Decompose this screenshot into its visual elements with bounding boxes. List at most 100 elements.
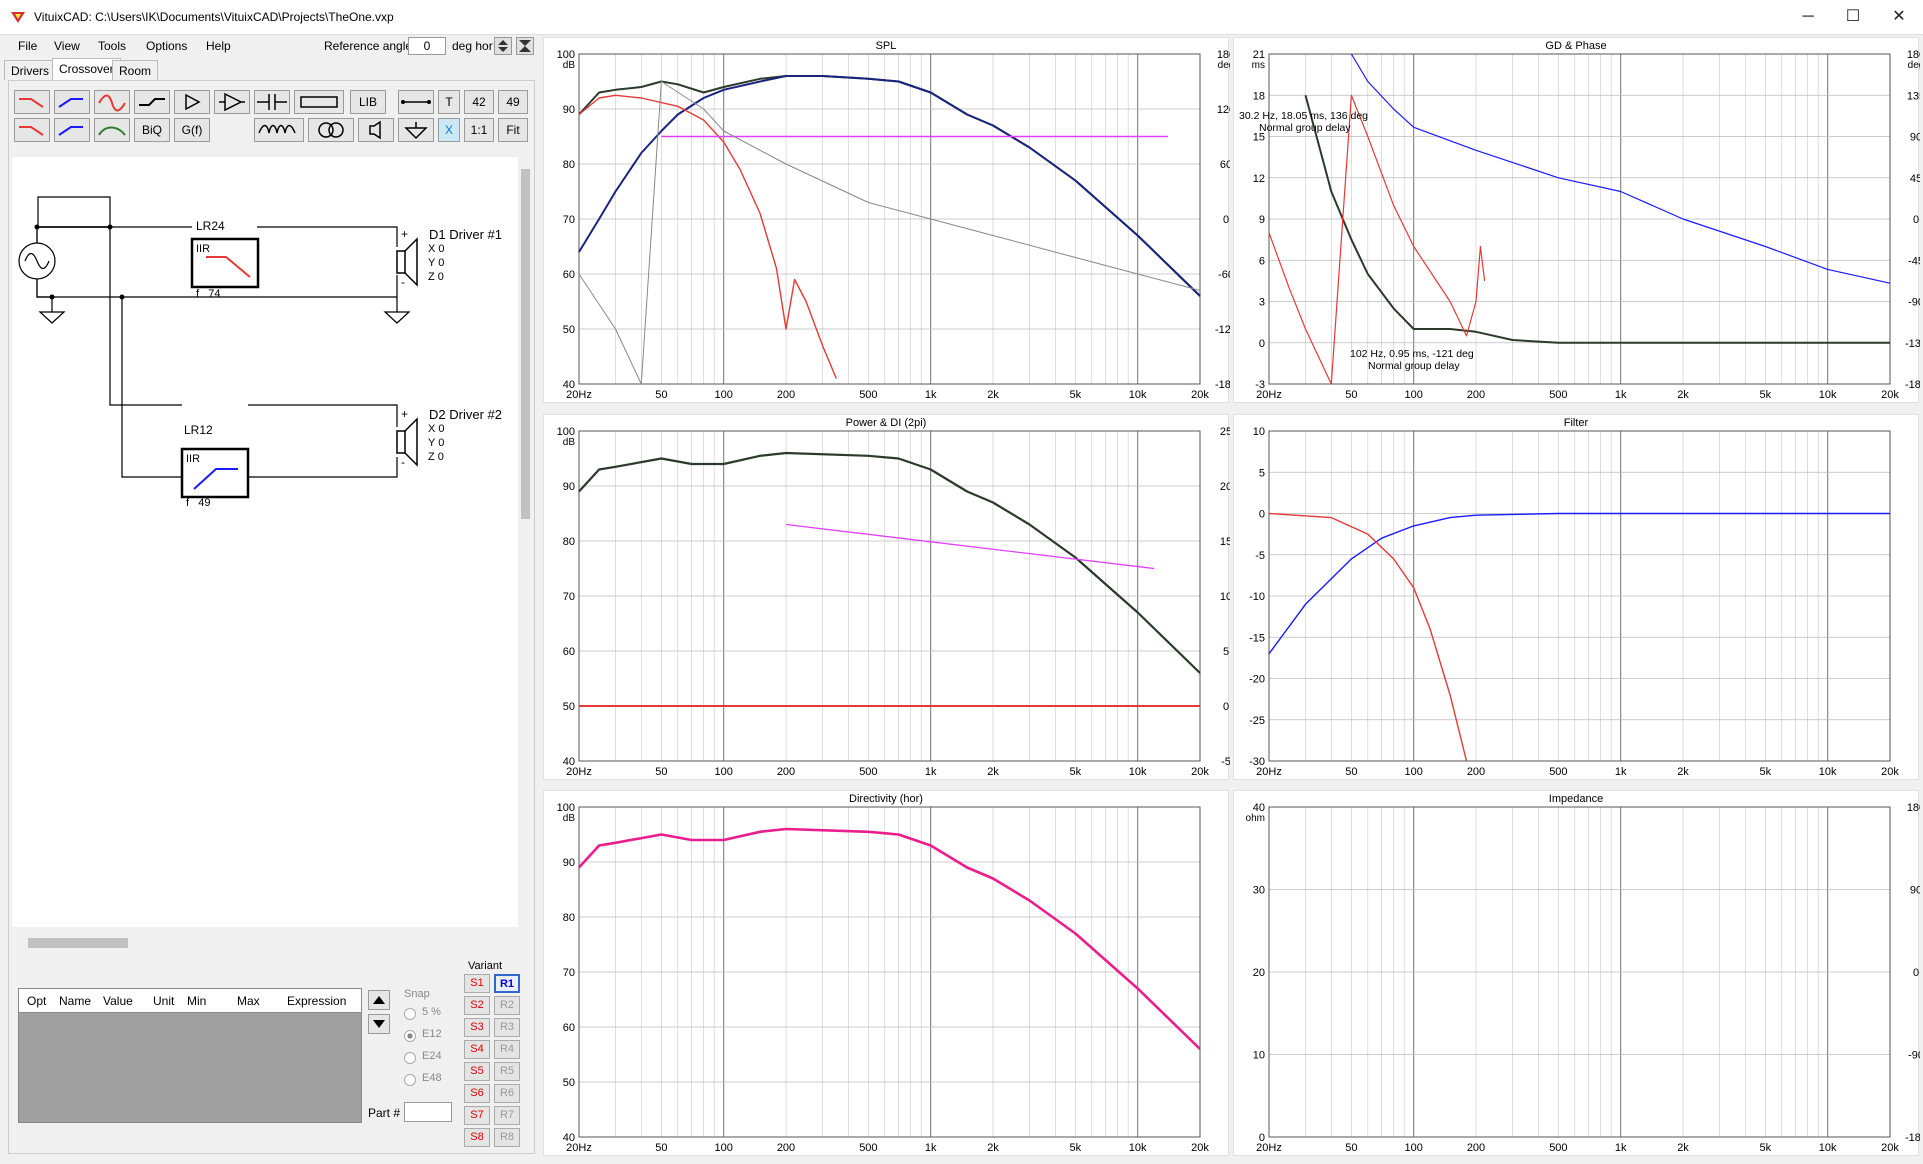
bandpass-tool[interactable] xyxy=(94,118,130,142)
menu-help[interactable]: Help xyxy=(206,39,231,53)
tab-crossover[interactable]: Crossover xyxy=(52,58,121,81)
y2-tick-label: -5 xyxy=(1221,756,1230,768)
biquad-tool[interactable]: BiQ xyxy=(134,118,170,142)
y2-tick-label: -60 xyxy=(1218,269,1230,281)
schematic-vertical-scrollbar[interactable] xyxy=(518,157,532,927)
y2-unit-label: deg xyxy=(1218,60,1230,71)
menu-options[interactable]: Options xyxy=(146,39,188,53)
buffer-tool[interactable] xyxy=(174,90,210,114)
variant-r5[interactable]: R5 xyxy=(494,1062,520,1081)
menu-view[interactable]: View xyxy=(54,39,80,53)
col-max[interactable]: Max xyxy=(237,994,260,1008)
shelf-tool[interactable] xyxy=(134,90,170,114)
highpass2-tool[interactable] xyxy=(54,118,90,142)
driver2-z: Z 0 xyxy=(428,451,444,463)
impedance-graph[interactable]: Impedance 403020100180900-90-180ohm20Hz5… xyxy=(1233,790,1920,1156)
variant-r7[interactable]: R7 xyxy=(494,1106,520,1125)
variant-s2[interactable]: S2 xyxy=(464,996,490,1015)
schematic-horizontal-scrollbar[interactable] xyxy=(12,935,518,951)
variant-r8[interactable]: R8 xyxy=(494,1128,520,1147)
variant-r4[interactable]: R4 xyxy=(494,1040,520,1059)
variant-s5[interactable]: S5 xyxy=(464,1062,490,1081)
variant-s8[interactable]: S8 xyxy=(464,1128,490,1147)
y2-tick-label: -90 xyxy=(1908,297,1920,309)
move-down-button[interactable] xyxy=(368,1014,390,1034)
snap-e12-radio[interactable] xyxy=(404,1030,416,1042)
col-name[interactable]: Name xyxy=(59,994,92,1008)
tab-room[interactable]: Room xyxy=(112,60,159,80)
col-value[interactable]: Value xyxy=(103,994,133,1008)
x-tick-label: 5k xyxy=(1760,389,1772,401)
angle-sweep-button[interactable] xyxy=(516,37,534,55)
ground-tool[interactable] xyxy=(398,118,434,142)
variant-s7[interactable]: S7 xyxy=(464,1106,490,1125)
driver-1-symbol[interactable] xyxy=(396,237,418,287)
hscroll-thumb[interactable] xyxy=(28,938,128,948)
reference-angle-input[interactable] xyxy=(408,37,446,55)
col-expression[interactable]: Expression xyxy=(287,994,347,1008)
variant-r3[interactable]: R3 xyxy=(494,1018,520,1037)
arrow-up-icon xyxy=(373,996,385,1004)
move-up-button[interactable] xyxy=(368,990,390,1010)
value-49-button[interactable]: 49 xyxy=(498,90,528,114)
angle-stepper[interactable] xyxy=(494,37,512,55)
variant-r2[interactable]: R2 xyxy=(494,996,520,1015)
allpass-tool[interactable] xyxy=(94,90,130,114)
col-unit[interactable]: Unit xyxy=(153,994,175,1008)
power-di-graph[interactable]: Power & DI (2pi) 100 90 80 70 60 50 40 25 20 15 10… xyxy=(543,414,1230,780)
spl-graph[interactable]: SPL 100 90 80 70 60 50 40 180 120 60 0 -60 -120 -180 d… xyxy=(543,37,1230,403)
variant-s6[interactable]: S6 xyxy=(464,1084,490,1103)
maximize-icon[interactable]: ☐ xyxy=(1845,8,1861,25)
lowpass-tool[interactable] xyxy=(14,90,50,114)
capacitor-tool[interactable] xyxy=(254,90,290,114)
resistor-tool[interactable] xyxy=(294,90,344,114)
close-icon[interactable]: ✕ xyxy=(1892,8,1906,25)
y-tick-label: -3 xyxy=(1255,379,1265,391)
variant-r6[interactable]: R6 xyxy=(494,1084,520,1103)
wire-tool[interactable] xyxy=(398,90,434,114)
lib-button[interactable]: LIB xyxy=(350,90,386,114)
value-42-button[interactable]: 42 xyxy=(464,90,494,114)
lowpass2-tool[interactable] xyxy=(14,118,50,142)
snap-e48-radio[interactable] xyxy=(404,1074,416,1086)
directivity-graph[interactable]: Directivity (hor) 100 90 80 70 60 50 40 dB 20Hz 5… xyxy=(543,790,1229,1156)
delete-tool[interactable]: X xyxy=(438,118,460,142)
gain-tool[interactable]: G(f) xyxy=(174,118,210,142)
variant-s3[interactable]: S3 xyxy=(464,1018,490,1037)
part-number-input[interactable] xyxy=(404,1102,452,1122)
x-tick-label: 50 xyxy=(655,766,667,778)
opamp-tool[interactable] xyxy=(214,90,250,114)
plot-frame xyxy=(1268,430,1891,762)
snap-e12-label: E12 xyxy=(422,1028,442,1040)
variant-s4[interactable]: S4 xyxy=(464,1040,490,1059)
driver-tool[interactable] xyxy=(358,118,394,142)
inductor-tool[interactable] xyxy=(254,118,304,142)
gd-phase-graph[interactable]: GD & Phase 21 18 15 12 9 6 3 0 -3 180 135 90 45 0 -45 -… xyxy=(1233,37,1920,403)
zoom-fit-button[interactable]: Fit xyxy=(498,118,528,142)
snap-5pct-radio[interactable] xyxy=(404,1008,416,1020)
highpass-tool[interactable] xyxy=(54,90,90,114)
optimizer-table[interactable]: Opt Name Value Unit Min Max Expression xyxy=(18,988,362,1123)
lr24-filter-block[interactable] xyxy=(190,237,260,289)
variant-s1[interactable]: S1 xyxy=(464,974,490,993)
col-opt[interactable]: Opt xyxy=(27,994,47,1008)
variant-r1[interactable]: R1 xyxy=(494,974,520,993)
vscroll-thumb[interactable] xyxy=(521,169,530,519)
menu-tools[interactable]: Tools xyxy=(98,39,127,53)
x-tick-label: 20Hz xyxy=(566,389,592,401)
lr12-filter-block[interactable] xyxy=(180,447,250,499)
series-line-0 xyxy=(578,827,1201,1050)
x-tick-label: 1k xyxy=(1615,389,1627,401)
driver-2-symbol[interactable] xyxy=(396,417,418,467)
col-min[interactable]: Min xyxy=(187,994,207,1008)
driver2-label: D2 Driver #2 xyxy=(429,407,502,422)
tab-drivers[interactable]: Drivers xyxy=(4,60,56,80)
zoom-1to1-button[interactable]: 1:1 xyxy=(464,118,494,142)
snap-e24-radio[interactable] xyxy=(404,1052,416,1064)
filter-graph[interactable]: Filter 10 5 0 -5 -10 -15 -20 -25 -30 20Hz 50 100 200… xyxy=(1233,414,1919,780)
text-tool[interactable]: T xyxy=(438,90,460,114)
schematic-canvas[interactable]: LR24 IIR f 74 LR12 IIR f 49 D1 Driver #1… xyxy=(12,157,518,927)
transformer-tool[interactable] xyxy=(308,118,354,142)
menu-file[interactable]: File xyxy=(18,39,38,53)
minimize-icon[interactable]: ─ xyxy=(1802,8,1814,25)
